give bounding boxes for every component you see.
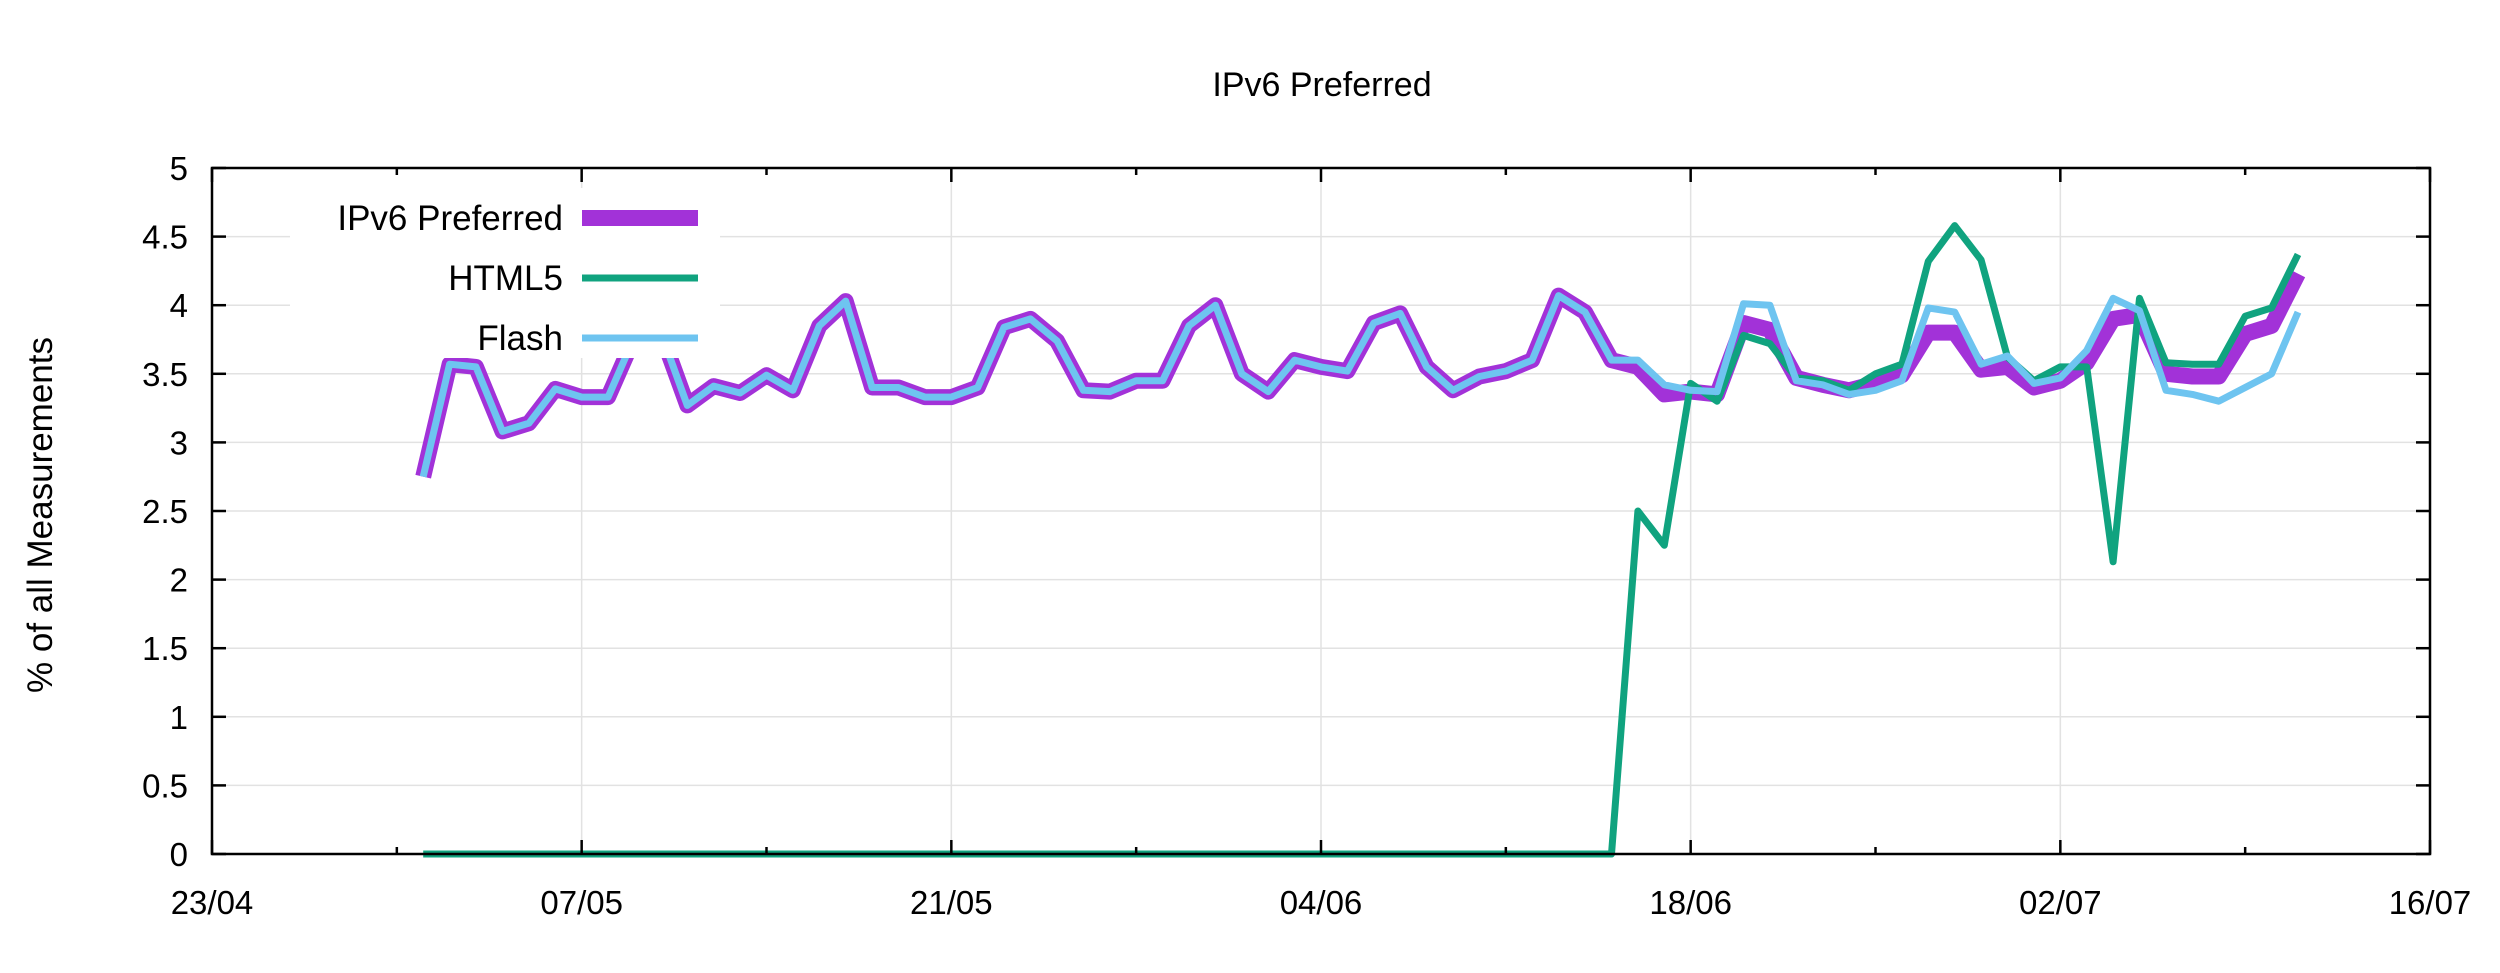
chart-title: IPv6 Preferred — [1212, 66, 1431, 104]
series-line-flash — [419, 292, 2302, 478]
y-tick-label: 2.5 — [142, 493, 188, 530]
legend-label: Flash — [477, 319, 563, 358]
y-tick-label: 5 — [170, 150, 188, 187]
y-tick-label: 0.5 — [142, 767, 188, 804]
y-tick-label: 3.5 — [142, 356, 188, 393]
x-tick-label: 07/05 — [540, 884, 623, 921]
y-tick-label: 1.5 — [142, 630, 188, 667]
y-tick-label: 4.5 — [142, 219, 188, 256]
legend: IPv6 Preferred HTML5 Flash — [337, 199, 698, 358]
y-tick-label: 1 — [170, 699, 188, 736]
x-tick-label: 04/06 — [1280, 884, 1363, 921]
x-tick-label: 18/06 — [1649, 884, 1732, 921]
legend-label: HTML5 — [448, 259, 563, 298]
legend-label: IPv6 Preferred — [337, 199, 563, 238]
y-tick-label: 2 — [170, 562, 188, 599]
x-tick-label: 02/07 — [2019, 884, 2102, 921]
x-tick-label: 23/04 — [171, 884, 254, 921]
y-tick-label: 4 — [170, 287, 188, 324]
y-tick-label: 0 — [170, 836, 188, 873]
y-tick-label: 3 — [170, 424, 188, 461]
x-tick-label: 16/07 — [2389, 884, 2472, 921]
x-tick-label: 21/05 — [910, 884, 993, 921]
axis-ticks: 23/04 07/05 21/05 04/06 18/06 02/07 16/07 0 0.5 1… — [142, 150, 2471, 921]
y-axis-label: % of all Measurements — [21, 337, 60, 693]
